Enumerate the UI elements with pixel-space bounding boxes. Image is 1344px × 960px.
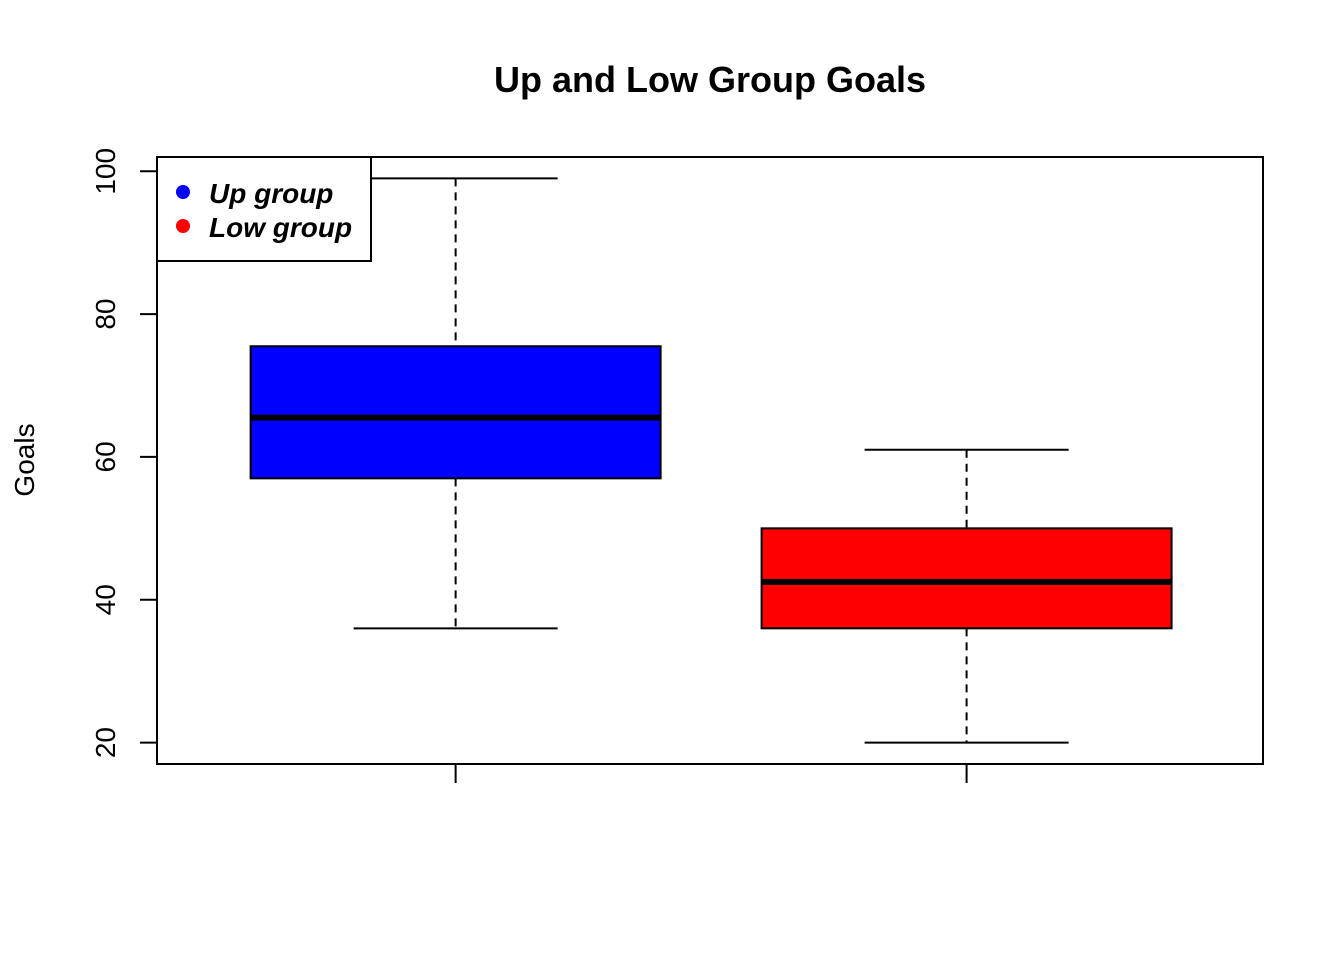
- legend-box: [156, 156, 372, 262]
- y-axis-label: Goals: [9, 423, 40, 496]
- y-tick-label-100: 100: [90, 148, 121, 195]
- legend-marker-up-group: [176, 185, 190, 199]
- y-tick-label-80: 80: [90, 299, 121, 330]
- y-tick-label-60: 60: [90, 441, 121, 472]
- boxes: [249, 177, 1173, 744]
- box-up-group: [249, 345, 662, 480]
- legend-label-low-group: Low group: [209, 212, 352, 243]
- x-axis: [454, 764, 968, 783]
- legend-label-up-group: Up group: [209, 178, 333, 209]
- box-low-group: [760, 527, 1173, 630]
- legend-marker-low-group: [176, 219, 190, 233]
- plot-frame: [156, 156, 1264, 765]
- y-axis: 20 40 60 80 100: [90, 148, 157, 758]
- y-tick-label-20: 20: [90, 727, 121, 758]
- legend: Up group Low group: [156, 156, 372, 262]
- chart-title: Up and Low Group Goals: [494, 59, 926, 100]
- y-tick-label-40: 40: [90, 584, 121, 615]
